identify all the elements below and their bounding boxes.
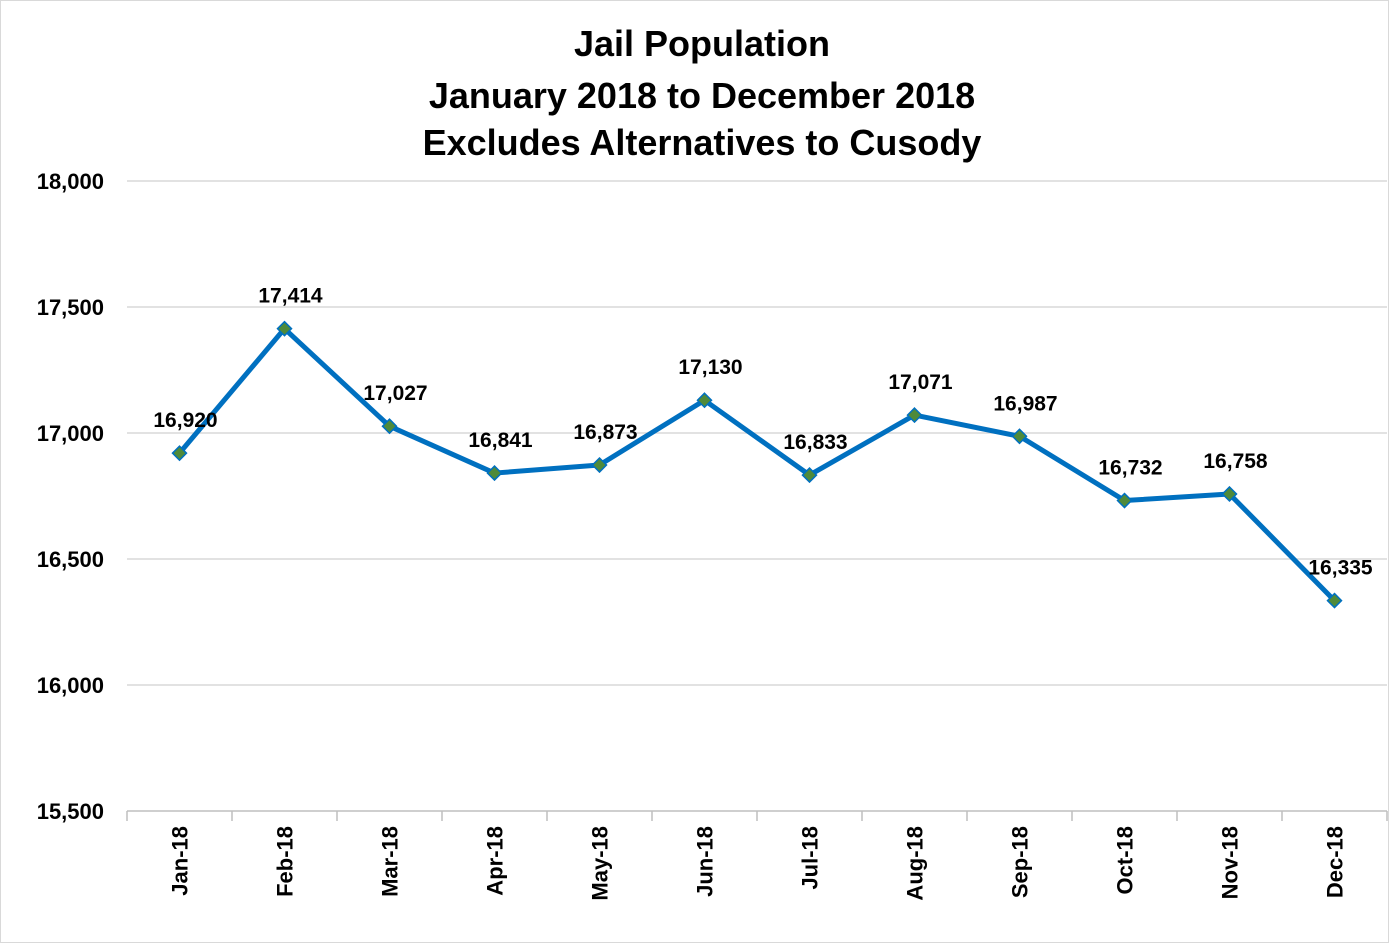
data-label: 16,732 (1098, 457, 1162, 480)
marker (276, 320, 293, 337)
data-label: 16,335 (1308, 557, 1373, 580)
x-tick-label: Apr-18 (483, 826, 508, 896)
marker (381, 418, 398, 435)
marker (1116, 492, 1133, 509)
marker (591, 456, 608, 474)
marker (1011, 428, 1028, 445)
x-tick-label: Jun-18 (693, 826, 718, 897)
y-tick-label: 15,500 (37, 799, 104, 824)
x-tick-label: Sep-18 (1008, 826, 1033, 898)
x-tick-label: Jul-18 (798, 826, 823, 890)
data-label: 17,027 (363, 382, 427, 405)
marker (906, 407, 923, 424)
x-tick-label: Aug-18 (903, 826, 928, 901)
marker (696, 392, 713, 409)
chart-subtitle: Excludes Alternatives to Cusody (423, 122, 982, 163)
data-label: 17,414 (258, 285, 323, 308)
marker (486, 465, 503, 482)
y-tick-label: 18,000 (37, 169, 104, 194)
x-tick-label: Dec-18 (1323, 826, 1348, 898)
data-label: 17,130 (678, 356, 742, 379)
x-tick-label: Mar-18 (378, 826, 403, 897)
line (177, 326, 1337, 603)
y-tick-label: 16,500 (37, 547, 104, 572)
data-label: 16,758 (1203, 450, 1268, 473)
data-label: 16,987 (993, 392, 1057, 415)
x-tick-label: Oct-18 (1113, 826, 1138, 894)
marker (1326, 592, 1343, 609)
x-tick-label: Feb-18 (273, 826, 298, 897)
data-label: 16,873 (573, 421, 637, 444)
data-label: 16,833 (783, 431, 847, 454)
x-tick-label: Nov-18 (1218, 826, 1243, 899)
x-tick-label: Jan-18 (168, 826, 193, 896)
chart-title: Jail Population (574, 23, 830, 64)
data-label: 16,920 (153, 409, 217, 432)
data-label: 17,071 (888, 371, 953, 394)
marker (1221, 485, 1238, 503)
chart-subtitle: January 2018 to December 2018 (429, 75, 975, 116)
y-tick-label: 17,500 (37, 295, 104, 320)
data-label: 16,841 (468, 429, 533, 452)
y-tick-label: 16,000 (37, 673, 104, 698)
marker (171, 445, 188, 462)
y-tick-label: 17,000 (37, 421, 104, 446)
marker (801, 467, 818, 484)
x-tick-label: May-18 (588, 826, 613, 901)
